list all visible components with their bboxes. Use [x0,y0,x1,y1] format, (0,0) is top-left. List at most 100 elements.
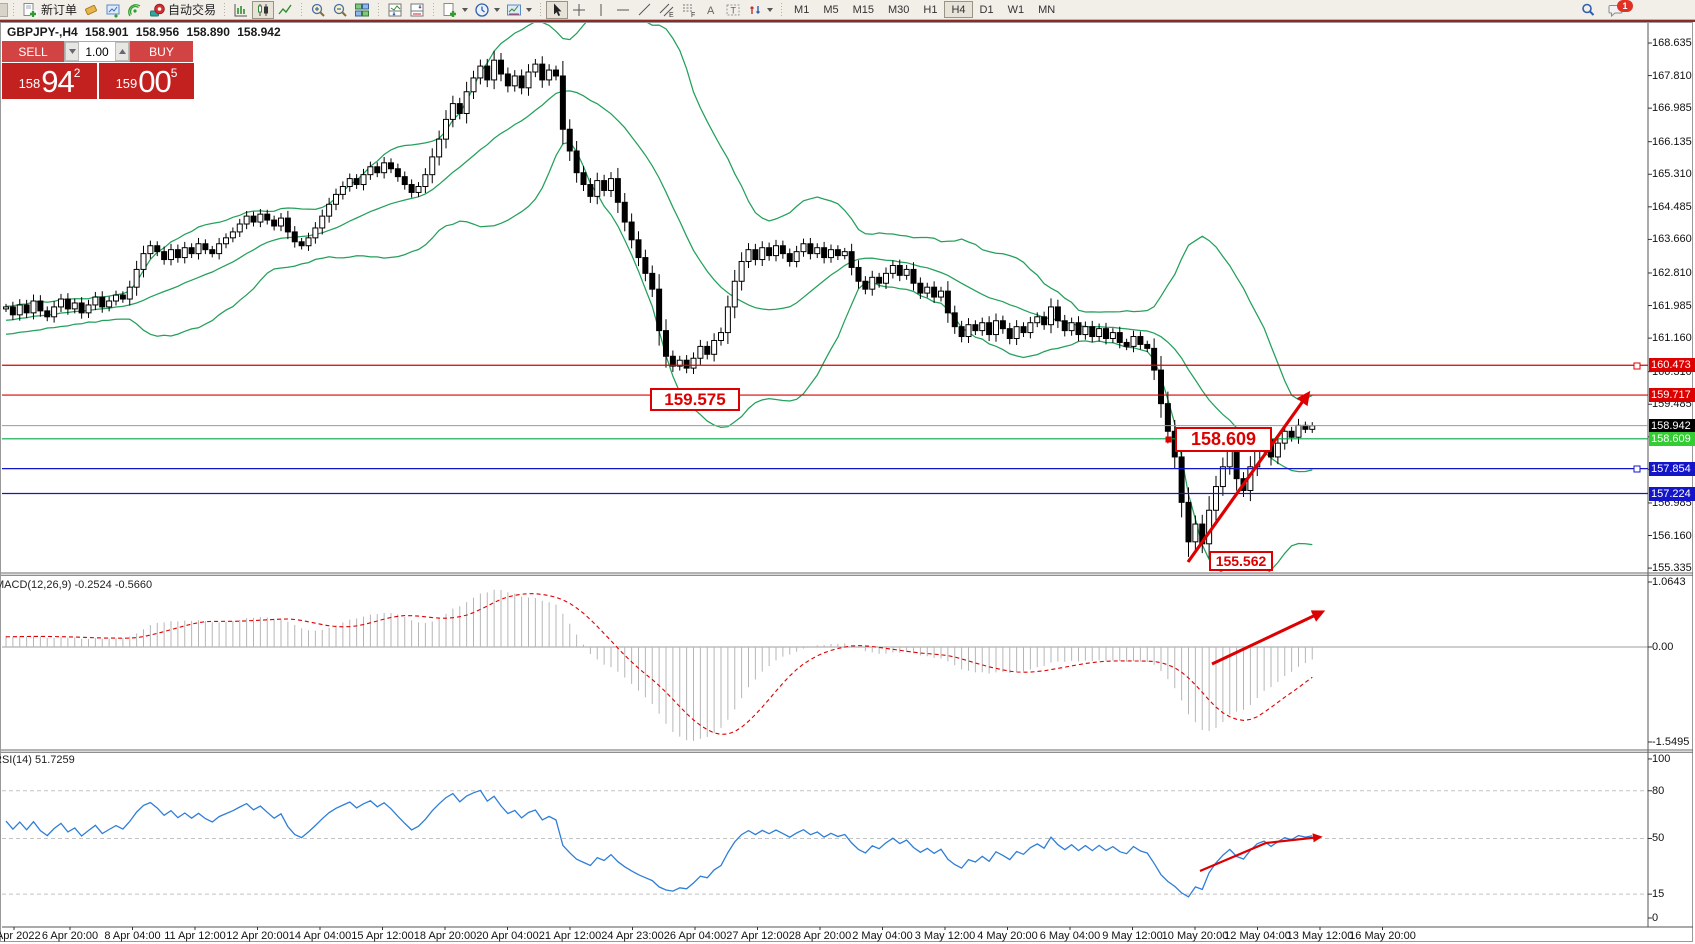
bar-chart-button[interactable] [230,1,252,19]
tf-button-m15[interactable]: M15 [846,1,881,18]
toolbar-grip[interactable] [222,2,228,17]
buy-price[interactable]: 159 00 5 [99,63,194,99]
signal-button[interactable] [124,1,146,19]
toolbar-grip[interactable] [779,2,785,17]
new-order-button[interactable]: 新订单 [19,1,80,19]
time-label: 26 Apr 04:00 [663,930,727,942]
price-annotation-155.562[interactable]: 155.562 [1209,551,1273,571]
trend-arrow-1[interactable] [1186,390,1311,563]
search-button[interactable] [1577,1,1599,19]
macd-tick--1.5495: -1.5495 [1652,736,1690,748]
tf-button-m1[interactable]: M1 [787,1,816,18]
arrows-tool-button[interactable] [744,1,776,19]
horizontal-line-icon [617,9,630,10]
main-pane[interactable] [3,11,1316,582]
price-badge-158.942: 158.942 [1649,418,1695,433]
text-tool-button[interactable]: A [700,1,722,19]
fibonacci-tool-button[interactable]: F [678,1,700,19]
notification-badge: 1 [1617,0,1633,12]
tf-button-mn[interactable]: MN [1031,1,1062,18]
object-handle[interactable] [1165,436,1172,443]
toolbar-clipped-icon [0,2,8,17]
period-button[interactable] [471,1,503,19]
time-label: 18 Apr 20:00 [413,930,477,942]
time-label: 27 Apr 12:00 [726,930,789,942]
candlestick-chart-button[interactable] [252,0,275,19]
sell-price-pip: 2 [73,66,81,80]
line-chart-icon [278,4,292,14]
price-badge-159.717: 159.717 [1649,388,1695,403]
tf-button-h4[interactable]: H4 [944,1,973,18]
candles[interactable] [3,50,1316,558]
tf-button-h1[interactable]: H1 [916,1,944,18]
zoom-out-icon [333,3,347,17]
eraser-button[interactable] [80,1,102,19]
time-label: 28 Apr 20:00 [788,930,852,942]
toolbar-grip[interactable] [11,2,16,17]
search-icon [1582,3,1595,16]
zoom-out-button[interactable] [329,1,351,19]
zoom-in-button[interactable] [307,1,329,19]
time-label: 3 May 12:00 [914,930,976,942]
chart-window[interactable] [0,22,1693,942]
equidistant-channel-icon: E [659,3,674,18]
time-label: 6 May 04:00 [1039,930,1101,942]
tf-button-m5[interactable]: M5 [816,1,845,18]
toolbar-grip[interactable] [431,2,437,17]
chevron-down-icon [526,7,533,12]
macd-pane[interactable] [2,589,1648,741]
object-handle[interactable] [1633,465,1641,473]
volume-input[interactable] [79,44,115,59]
crosshair-tool-button[interactable] [568,1,590,19]
triangle-down-icon [68,49,76,54]
trend-arrow-2[interactable] [1211,610,1326,666]
line-chart-button[interactable] [274,1,296,19]
price-annotation-159.575[interactable]: 159.575 [650,388,740,411]
toolbar-grip[interactable] [299,2,305,17]
toolbar-grip[interactable] [376,2,382,17]
price-tick-165.310: 165.310 [1652,168,1692,181]
add-indicator-button[interactable] [439,1,471,19]
trend-arrow-3[interactable] [1199,833,1323,873]
time-label: 14 Apr 04:00 [288,930,352,942]
indicator-list-button[interactable] [406,1,428,19]
price-badge-157.224: 157.224 [1649,486,1695,501]
time-label: 24 Apr 23:00 [601,930,664,942]
price-badge-160.473: 160.473 [1649,358,1695,373]
sell-button[interactable]: SELL [2,41,64,62]
cursor-tool-button[interactable] [546,0,569,19]
time-label: 15 Apr 12:00 [351,930,414,942]
chart-upload-button[interactable] [102,1,124,19]
indicator-window-button[interactable] [384,1,406,19]
tf-button-d1[interactable]: D1 [973,1,1001,18]
object-handle[interactable] [1633,362,1641,370]
tf-button-m30[interactable]: M30 [881,1,916,18]
fibonacci-icon: F [683,4,695,18]
tile-windows-button[interactable] [351,1,373,19]
rsi-pane[interactable] [2,789,1648,898]
volume-stepper [64,41,130,62]
auto-trading-button[interactable]: 自动交易 [146,1,219,19]
volume-decrease-button[interactable] [65,42,79,61]
triangle-up-icon [118,49,126,54]
drawn-objects[interactable] [2,362,1648,873]
horizontal-line-tool-button[interactable] [612,1,634,19]
vertical-line-tool-button[interactable] [590,1,612,19]
time-label: 10 May 20:00 [1161,930,1229,942]
trendline-tool-button[interactable] [634,1,656,19]
channel-tool-button[interactable]: E [656,1,678,19]
volume-increase-button[interactable] [115,42,129,61]
cursor-icon [554,3,562,16]
price-annotation-158.609[interactable]: 158.609 [1175,427,1272,452]
bollinger-upper [5,23,1313,401]
buy-button[interactable]: BUY [130,41,193,62]
tf-button-w1[interactable]: W1 [1001,1,1032,18]
sell-price[interactable]: 158 94 2 [2,63,97,99]
notifications-button[interactable]: 1 [1605,0,1633,19]
sell-price-main: 94 [41,64,74,99]
text-label-tool-button[interactable]: T [722,1,744,19]
toolbar-grip[interactable] [538,2,544,17]
add-indicator-icon [443,2,457,17]
template-button[interactable] [503,1,535,19]
